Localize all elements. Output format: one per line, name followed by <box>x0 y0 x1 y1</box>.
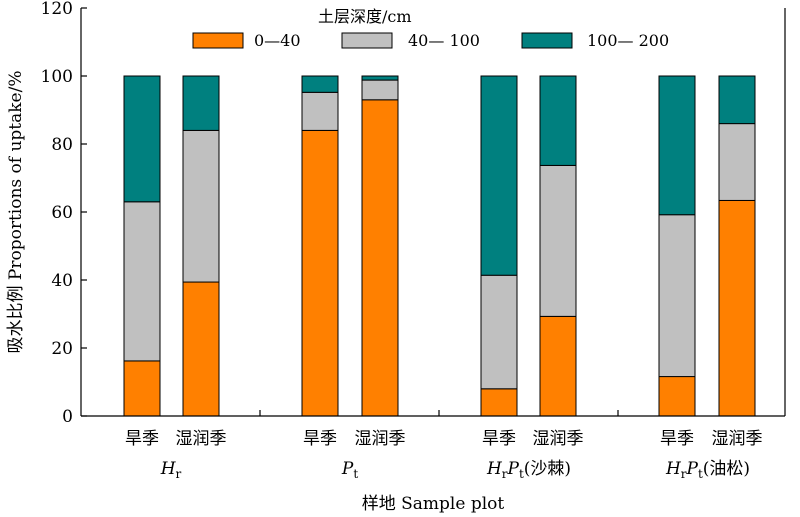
legend-swatch <box>341 32 393 49</box>
bar-segment <box>718 75 756 125</box>
season-label: 旱季 <box>303 429 337 449</box>
season-label: 旱季 <box>482 429 516 449</box>
bar-segment <box>658 376 696 417</box>
group-label-part: r <box>176 467 182 481</box>
bar-segment <box>361 99 399 417</box>
y-axis-title: 吸水比例 Proportions of uptake/% <box>6 71 26 354</box>
legend-swatch <box>192 32 244 49</box>
legend: 土层深度/cm 0—40 40— 100 100— 200 <box>192 7 669 50</box>
y-tick-label: 40 <box>51 271 73 291</box>
bar-segment <box>123 360 161 417</box>
y-tick-label: 0 <box>62 407 73 427</box>
bar-segment <box>361 79 399 101</box>
legend-title: 土层深度/cm <box>318 7 412 26</box>
bar-segment <box>480 388 518 417</box>
y-tick-label: 80 <box>51 135 73 155</box>
season-label: 湿润季 <box>176 429 227 449</box>
bar-segment <box>182 75 220 131</box>
bar-segment <box>539 315 577 417</box>
bar-segment <box>718 123 756 201</box>
season-label: 湿润季 <box>355 429 406 449</box>
bar-segment <box>123 201 161 362</box>
y-tick-label: 60 <box>51 203 73 223</box>
group-label: HrPt(沙棘) <box>486 459 571 481</box>
bar-segment <box>301 91 339 131</box>
season-label: 旱季 <box>125 429 159 449</box>
group-label-part: (油松) <box>703 459 750 479</box>
group-label-part: t <box>353 467 358 481</box>
axes-layer <box>80 7 786 417</box>
y-tick-label: 100 <box>41 67 73 87</box>
group-label: Hr <box>160 459 182 481</box>
y-tick-label: 20 <box>51 339 73 359</box>
group-label-part: (沙棘) <box>524 459 571 479</box>
bar-segment <box>182 129 220 283</box>
legend-label: 0—40 <box>254 31 301 50</box>
bars-layer <box>123 75 756 417</box>
group-label-part: P <box>507 459 520 479</box>
group-label-part: t <box>519 467 524 481</box>
bar-segment <box>539 75 577 166</box>
group-label-part: H <box>160 459 177 479</box>
bar-segment <box>301 75 339 93</box>
group-label-part: P <box>341 459 354 479</box>
season-label: 旱季 <box>660 429 694 449</box>
group-label-part: P <box>686 459 699 479</box>
legend-swatch <box>521 32 573 49</box>
group-label-part: r <box>681 467 687 481</box>
bar-segment <box>658 75 696 216</box>
group-label-part: t <box>698 467 703 481</box>
group-label: HrPt(油松) <box>665 459 750 481</box>
x-axis-title: 样地 Sample plot <box>362 494 505 514</box>
season-label: 湿润季 <box>712 429 763 449</box>
legend-label: 40— 100 <box>408 31 480 50</box>
bar-segment <box>539 164 577 317</box>
season-label: 湿润季 <box>533 429 584 449</box>
group-label: Pt <box>341 459 358 481</box>
bar-segment <box>718 199 756 417</box>
legend-label: 100— 200 <box>587 31 669 50</box>
bar-segment <box>301 129 339 417</box>
bar-segment <box>182 281 220 417</box>
bar-segment <box>480 75 518 276</box>
bar-segment <box>123 75 161 203</box>
group-label-part: r <box>502 467 508 481</box>
bar-segment <box>658 214 696 378</box>
group-label-part: H <box>665 459 682 479</box>
bar-segment <box>361 75 399 81</box>
y-tick-label: 120 <box>41 0 73 19</box>
bar-segment <box>480 274 518 390</box>
group-label-part: H <box>486 459 503 479</box>
